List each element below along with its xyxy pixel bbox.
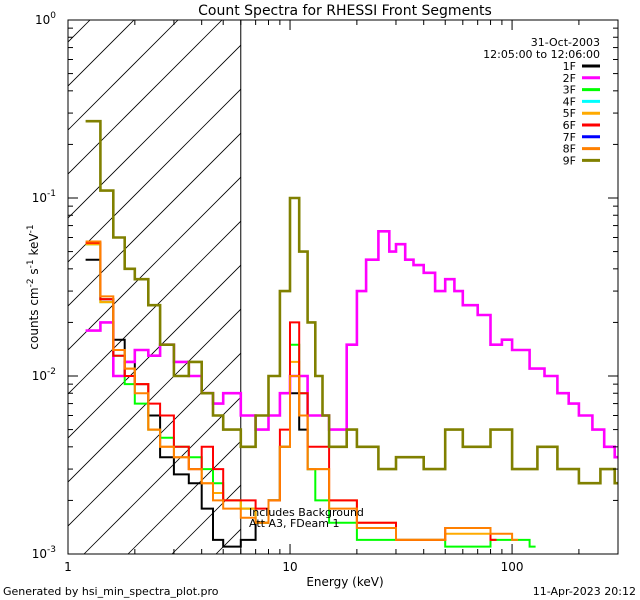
hatch-line bbox=[68, 20, 91, 43]
hatch-line bbox=[68, 20, 135, 87]
y-label-exp1: -2 bbox=[26, 278, 36, 287]
hatch-line bbox=[127, 440, 241, 554]
observation-date: 31-Oct-2003 bbox=[531, 36, 600, 49]
hatch-line bbox=[68, 176, 241, 351]
legend-label-6F: 6F bbox=[563, 119, 576, 132]
hatch-line bbox=[68, 308, 241, 483]
y-tick-label: 100 bbox=[35, 11, 56, 27]
hatch-line bbox=[0, 0, 112, 554]
x-tick-label: 1 bbox=[64, 560, 72, 574]
y-label-exp2: -1 bbox=[26, 259, 36, 268]
legend-label-8F: 8F bbox=[563, 143, 576, 156]
hatch-line bbox=[436, 0, 640, 554]
annotation-attenuator: Att A3, FDeam 1 bbox=[249, 517, 340, 530]
x-tick-label: 10 bbox=[282, 560, 297, 574]
x-tick-label: 100 bbox=[501, 560, 524, 574]
hatch-line bbox=[348, 0, 640, 554]
series-line-2F bbox=[85, 230, 618, 459]
legend-label-4F: 4F bbox=[563, 95, 576, 108]
chart-title: Count Spectra for RHESSI Front Segments bbox=[198, 3, 492, 19]
series-line-9F bbox=[85, 119, 618, 485]
hatch-line bbox=[68, 220, 241, 395]
excluded-energy-hatch bbox=[0, 0, 640, 554]
hatch-line bbox=[68, 88, 241, 263]
legend-label-7F: 7F bbox=[563, 131, 576, 144]
legend-label-2F: 2F bbox=[563, 72, 576, 85]
legend-label-1F: 1F bbox=[563, 60, 576, 73]
hatch-line bbox=[392, 0, 640, 554]
hatch-line bbox=[304, 0, 640, 554]
hatch-line bbox=[68, 44, 241, 219]
y-tick-label: 10-1 bbox=[32, 189, 56, 205]
y-tick-label: 10-3 bbox=[32, 545, 56, 561]
x-axis-label: Energy (keV) bbox=[306, 575, 383, 589]
hatch-line bbox=[83, 396, 241, 554]
legend-label-5F: 5F bbox=[563, 107, 576, 120]
hatch-line bbox=[68, 352, 241, 527]
plot-frame bbox=[67, 19, 619, 555]
y-label-s: s bbox=[27, 268, 41, 278]
legend-label-9F: 9F bbox=[563, 154, 576, 167]
y-axis-label: counts cm-2 s-1 keV-1 bbox=[26, 224, 41, 349]
y-label-exp3: -1 bbox=[26, 224, 36, 233]
annotation-background: Includes Background bbox=[249, 506, 364, 519]
hatch-line bbox=[260, 0, 640, 554]
hatch-line bbox=[68, 20, 179, 131]
hatch-line bbox=[68, 132, 241, 307]
legend-label-3F: 3F bbox=[563, 84, 576, 97]
observation-time-range: 12:05:00 to 12:06:00 bbox=[483, 48, 600, 61]
series-line-8F bbox=[85, 240, 519, 541]
y-tick-label: 10-2 bbox=[32, 367, 56, 383]
hatch-line bbox=[68, 264, 241, 439]
footer-timestamp: 11-Apr-2023 20:12 bbox=[533, 585, 636, 598]
y-label-kev: keV bbox=[27, 233, 41, 260]
footer-generated-by: Generated by hsi_min_spectra_plot.pro bbox=[3, 585, 219, 598]
hatch-line bbox=[68, 20, 223, 175]
series-line-3F bbox=[85, 243, 536, 548]
y-label-main: counts cm bbox=[27, 287, 41, 349]
